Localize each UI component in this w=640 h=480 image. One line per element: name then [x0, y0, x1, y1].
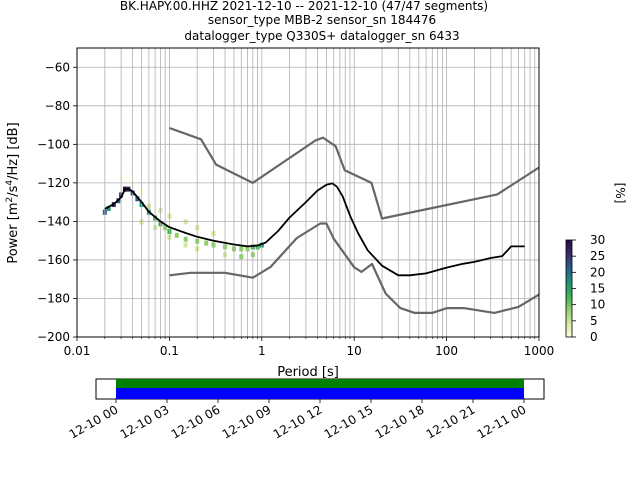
colorbar-tick-label: 10	[590, 298, 605, 312]
colorbar-tick-label: 5	[590, 314, 598, 328]
histogram-cell	[183, 242, 188, 248]
time-tick-label: 12-10 09	[220, 402, 274, 441]
curve-layer	[104, 126, 540, 314]
time-tick-label: 12-10 00	[67, 402, 121, 441]
time-tick-label: 12-10 18	[373, 402, 427, 441]
y-tick-label: −160	[37, 253, 70, 267]
ticks-layer: 0.01 0.1 1 10 100 1000 −200 −180 −160 −140 −120 −10…	[37, 60, 554, 358]
time-tick-label: 12-11 00	[475, 402, 529, 441]
histogram-cell	[135, 196, 140, 202]
histogram-cell	[204, 240, 209, 246]
y-tick-label: −200	[37, 330, 70, 344]
time-tick-label: 12-10 03	[118, 402, 172, 441]
title-line-2: sensor_type MBB-2 sensor_sn 184476	[208, 13, 436, 27]
time-tick-label: 12-10 06	[169, 402, 223, 441]
coverage-bar-blue	[116, 388, 524, 399]
colorbar-tick-label: 15	[590, 282, 605, 296]
colorbar-ticks: 0 5 10 15 20 25 30	[572, 233, 605, 344]
x-tick-label: 10	[347, 344, 362, 358]
y-axis-label: Power [m2/s4/Hz] [dB]	[5, 122, 21, 263]
colorbar: 0 5 10 15 20 25 30 [%]	[565, 183, 627, 344]
x-tick-label: 0.01	[64, 344, 91, 358]
x-tick-label: 1000	[524, 344, 555, 358]
y-tick-label: −80	[45, 99, 70, 113]
coverage-bar-green	[116, 379, 524, 388]
series-nhnm-line	[169, 126, 540, 220]
y-tick-label: −180	[37, 291, 70, 305]
y-tick-label: −100	[37, 137, 70, 151]
time-tick-label: 12-10 15	[322, 402, 376, 441]
colorbar-tick-label: 20	[590, 265, 605, 279]
y-tick-label: −120	[37, 176, 70, 190]
x-tick-label: 1	[258, 344, 266, 358]
histogram-cell	[183, 236, 188, 242]
y-tick-label: −140	[37, 214, 70, 228]
histogram-cell	[106, 205, 111, 211]
time-tick-label: 12-10 21	[424, 402, 478, 441]
x-tick-label: 0.1	[160, 344, 179, 358]
y-tick-label: −60	[45, 60, 70, 74]
histogram-cell	[125, 173, 130, 179]
time-tick-label: 12-10 12	[271, 402, 325, 441]
title-line-1: BK.HAPY.00.HHZ 2021-12-10 -- 2021-12-10 …	[120, 0, 488, 13]
x-tick-label: 100	[435, 344, 458, 358]
x-axis-label: Period [s]	[277, 365, 339, 380]
colorbar-tick-label: 30	[590, 233, 605, 247]
colorbar-label: [%]	[613, 183, 627, 204]
histogram-cell	[174, 232, 179, 238]
histogram-cell	[183, 219, 188, 225]
colorbar-gradient	[565, 239, 573, 338]
series-nlnm-line	[169, 222, 540, 314]
colorbar-tick-label: 0	[590, 330, 598, 344]
plot-area: 0.01 0.1 1 10 100 1000 −200 −180 −160 −140 −120 −10…	[37, 47, 554, 358]
grid-layer	[76, 48, 539, 338]
plot-frame	[76, 47, 540, 338]
title-line-3: datalogger_type Q330S+ datalogger_sn 643…	[184, 29, 459, 43]
series-mode-line	[104, 182, 525, 277]
colorbar-tick-label: 25	[590, 249, 605, 263]
